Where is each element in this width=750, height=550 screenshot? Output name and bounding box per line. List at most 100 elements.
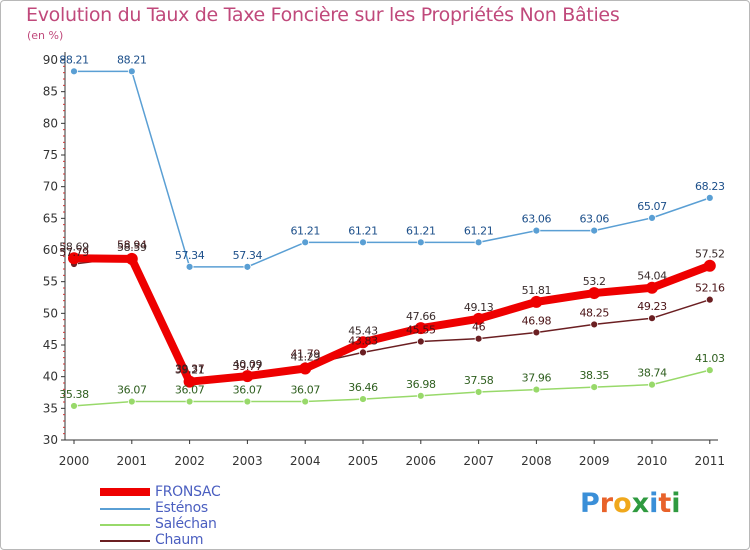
data-point [590,383,599,392]
data-label: 68.23 [695,180,725,193]
data-point [241,370,254,383]
y-tick-label: 60 [43,243,58,257]
data-label: 49.23 [637,300,667,313]
data-label: 41.79 [290,347,320,360]
data-label: 45.55 [406,324,436,337]
data-point [127,397,136,406]
data-label: 61.21 [406,224,436,237]
x-tick-label: 2001 [117,454,148,468]
legend-swatch-fronsac [100,488,150,496]
legend-swatch-chaum [100,540,150,542]
data-point [703,259,716,272]
data-label: 41.03 [695,352,725,365]
y-tick-label: 55 [43,275,58,289]
logo-letter: o [613,488,632,519]
y-tick-label: 70 [43,180,58,194]
y-tick-label: 90 [43,53,58,67]
logo-letter: t [658,488,672,519]
data-point [68,252,80,265]
data-label: 57.34 [233,249,263,262]
y-tick-label: 65 [43,211,58,225]
data-label: 48.25 [579,306,609,319]
data-label: 46.98 [522,314,552,327]
data-label: 36.07 [175,384,205,397]
legend-label-salechan: Saléchan [155,516,217,532]
data-point [301,397,310,406]
data-label: 40.09 [233,358,263,371]
x-tick-label: 2009 [579,454,610,468]
data-label: 58.59 [117,241,147,254]
data-point [243,397,252,406]
data-label: 38.74 [637,367,667,380]
data-label: 61.21 [348,224,378,237]
data-label: 47.66 [406,310,436,323]
logo-letter: x [631,488,650,519]
data-point [646,281,658,294]
data-label: 57.79 [59,246,89,259]
data-label: 54.04 [637,270,667,283]
data-point [357,336,369,349]
data-label: 63.06 [579,213,609,226]
data-point [414,322,427,335]
y-tick-label: 35 [43,401,58,415]
data-label: 43.83 [348,334,378,347]
data-label: 65.07 [637,200,667,213]
data-point [70,402,78,410]
data-point [588,287,601,300]
data-point [590,320,599,329]
data-label: 36.07 [233,384,263,397]
y-tick-label: 80 [43,116,58,130]
legend-label-fronsac: FRONSAC [155,484,221,500]
y-tick-label: 50 [43,306,58,320]
legend-label-chaum: Chaum [155,532,204,548]
x-tick-label: 2004 [290,454,321,468]
data-point [648,314,656,323]
data-point [532,328,541,337]
data-label: 45.43 [348,324,378,337]
legend-label-estenos: Esténos [155,500,208,516]
data-label: 36.46 [348,381,378,394]
data-point [185,262,194,271]
data-point [183,375,196,388]
data-label: 88.21 [59,53,89,66]
data-point [474,334,483,343]
logo-letter: i [649,488,659,519]
legend-swatch-estenos [100,508,150,510]
data-label: 38.35 [579,369,609,382]
x-tick-label: 2003 [232,454,263,468]
x-tick-label: 2011 [695,454,726,468]
data-label: 39.77 [233,360,263,373]
data-label: 41.29 [290,350,320,363]
data-point [472,312,485,325]
y-tick-label: 30 [43,433,58,447]
data-label: 37.58 [464,374,494,387]
data-point [416,238,425,247]
data-point [590,226,599,235]
data-point [648,213,656,222]
data-label: 36.07 [117,384,147,397]
data-point [301,238,310,247]
data-label: 37.96 [522,372,552,385]
data-label: 39.37 [175,363,205,376]
x-tick-label: 2000 [59,454,90,468]
data-point [416,337,425,346]
chart-title: Evolution du Taux de Taxe Foncière sur l… [26,4,620,26]
x-tick-label: 2005 [348,454,379,468]
series-line-fronsac [70,254,714,386]
logo-letter: P [580,488,600,519]
data-point [359,238,367,247]
y-tick-label: 40 [43,370,58,384]
y-tick-label: 75 [43,148,58,162]
data-point [705,295,714,304]
data-point [705,193,714,202]
data-point [359,348,367,357]
data-label: 88.21 [117,53,147,66]
legend-swatch-salechan [100,524,150,526]
data-label: 61.21 [290,224,320,237]
logo-letter: r [599,488,614,519]
data-label: 61.21 [464,224,494,237]
data-label: 53.2 [583,275,606,288]
data-point [648,380,656,389]
